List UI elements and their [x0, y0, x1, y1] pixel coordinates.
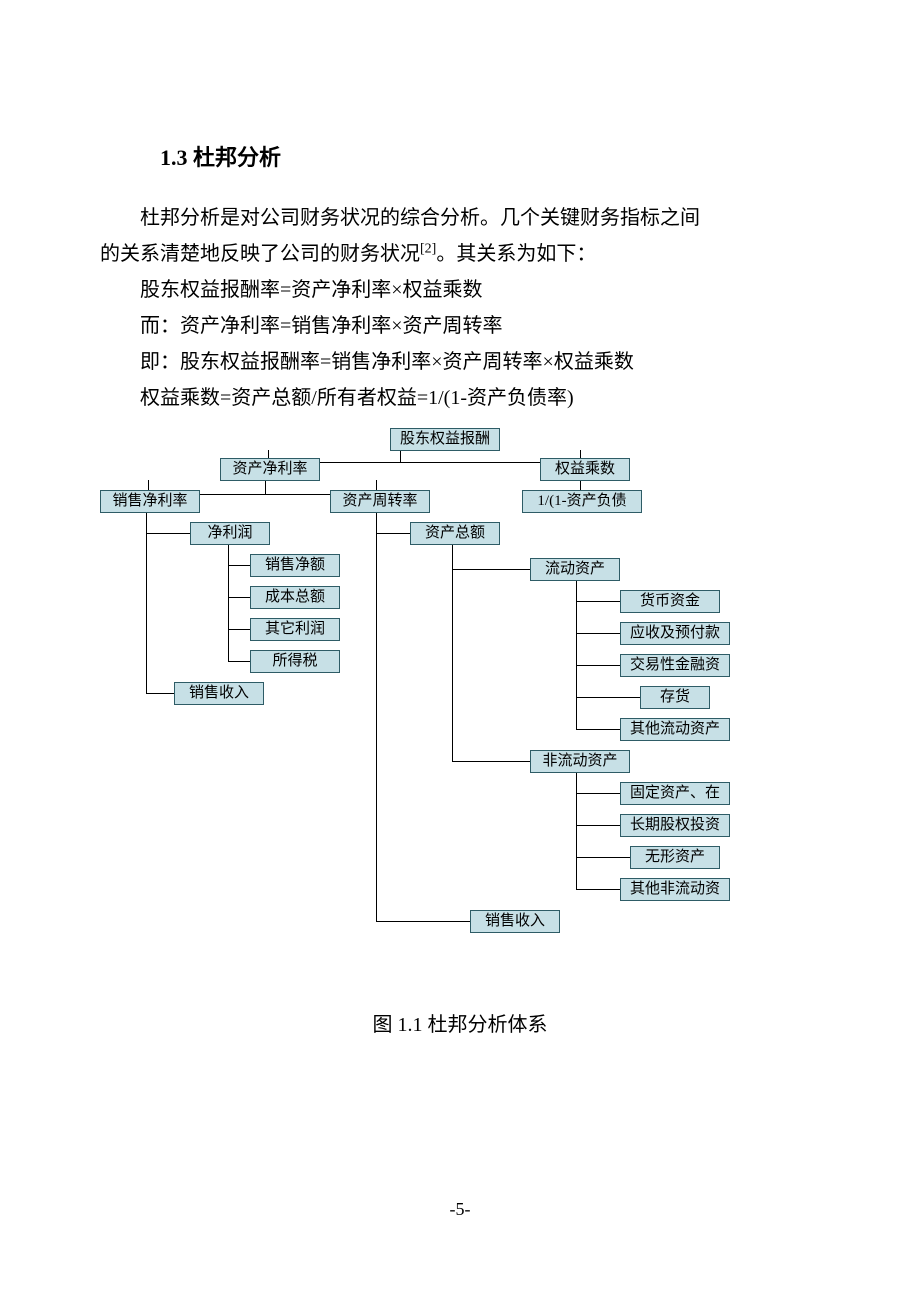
figure-caption: 图 1.1 杜邦分析体系 — [100, 1008, 820, 1037]
connector — [376, 512, 377, 922]
node-lti: 长期股权投资 — [620, 814, 730, 837]
node-em: 权益乘数 — [540, 458, 630, 481]
connector — [576, 633, 620, 634]
connector — [576, 697, 640, 698]
page-number: -5- — [0, 1199, 920, 1220]
connector — [576, 889, 620, 890]
node-root: 股东权益报酬 — [390, 428, 500, 451]
connector — [146, 512, 147, 694]
node-snr: 销售净利率 — [100, 490, 200, 513]
node-sr1: 销售收入 — [174, 682, 264, 705]
connector — [228, 597, 250, 598]
node-tax: 所得税 — [250, 650, 340, 673]
node-tfi: 交易性金融资 — [620, 654, 730, 677]
node-sn: 销售净额 — [250, 554, 340, 577]
citation-sup: [2] — [420, 241, 436, 256]
node-ar: 应收及预付款 — [620, 622, 730, 645]
connector — [376, 533, 410, 534]
connector — [576, 665, 620, 666]
node-sr2: 销售收入 — [470, 910, 560, 933]
connector — [146, 693, 174, 694]
node-ca: 流动资产 — [530, 558, 620, 581]
node-ta: 资产总额 — [410, 522, 500, 545]
connector — [576, 772, 577, 890]
connector — [452, 544, 453, 762]
node-onca: 其他非流动资 — [620, 878, 730, 901]
para-line1: 杜邦分析是对公司财务状况的综合分析。几个关键财务指标之间 — [100, 202, 820, 234]
connector — [576, 580, 577, 730]
connector — [228, 661, 250, 662]
formula-2: 而：资产净利率=销售净利率×资产周转率 — [100, 310, 820, 342]
node-inv: 存货 — [640, 686, 710, 709]
node-nca: 非流动资产 — [530, 750, 630, 773]
connector — [576, 601, 620, 602]
connector — [265, 480, 266, 494]
node-oca: 其他流动资产 — [620, 718, 730, 741]
section-heading: 1.3 杜邦分析 — [160, 140, 820, 172]
node-cash: 货币资金 — [620, 590, 720, 613]
connector — [146, 533, 190, 534]
node-atr: 资产周转率 — [330, 490, 430, 513]
dupont-diagram: 股东权益报酬资产净利率 权益乘数销售净利率 资产周转率 1/(1-资产负债净利润 资产总… — [100, 428, 820, 968]
connector — [576, 729, 620, 730]
node-ct: 成本总额 — [250, 586, 340, 609]
node-op: 其它利润 — [250, 618, 340, 641]
para-line2: 的关系清楚地反映了公司的财务状况[2]。其关系为如下： — [100, 238, 820, 270]
node-anr: 资产净利率 — [220, 458, 320, 481]
connector — [576, 825, 620, 826]
node-fa: 固定资产、在 — [620, 782, 730, 805]
connector — [400, 450, 401, 462]
connector — [376, 921, 470, 922]
connector — [228, 629, 250, 630]
page: 1.3 杜邦分析 杜邦分析是对公司财务状况的综合分析。几个关键财务指标之间 的关… — [0, 0, 920, 1300]
formula-3: 即：股东权益报酬率=销售净利率×资产周转率×权益乘数 — [100, 346, 820, 378]
formula-4: 权益乘数=资产总额/所有者权益=1/(1-资产负债率) — [100, 382, 820, 414]
node-ia: 无形资产 — [630, 846, 720, 869]
para-line2-pre: 的关系清楚地反映了公司的财务状况 — [100, 243, 420, 265]
connector — [452, 569, 530, 570]
formula-1: 股东权益报酬率=资产净利率×权益乘数 — [100, 274, 820, 306]
connector — [228, 544, 229, 662]
node-np: 净利润 — [190, 522, 270, 545]
para-line2-post: 。其关系为如下： — [436, 243, 596, 265]
node-emf: 1/(1-资产负债 — [522, 490, 642, 513]
connector — [228, 565, 250, 566]
connector — [452, 761, 530, 762]
connector — [576, 857, 630, 858]
connector — [576, 793, 620, 794]
